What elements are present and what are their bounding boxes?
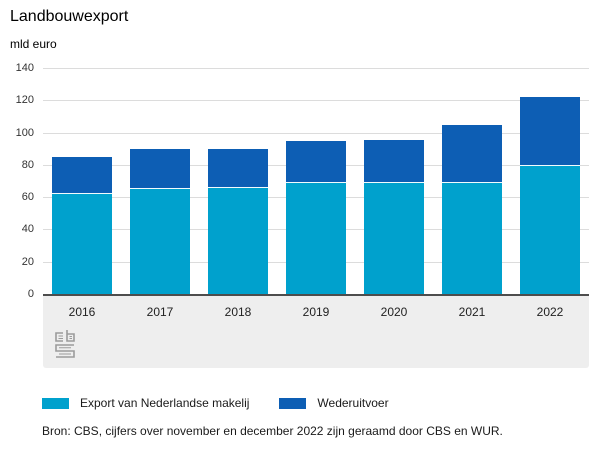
- chart-title: Landbouwexport: [10, 8, 129, 25]
- bar-2020-wederuitvoer: [364, 139, 424, 184]
- bar-2020-makelij: [364, 183, 424, 294]
- y-tick-label-60: 60: [21, 191, 34, 204]
- y-tick-label-140: 140: [15, 62, 34, 74]
- legend-item-makelij: Export van Nederlandse makelij: [42, 396, 249, 410]
- y-tick-label-40: 40: [21, 223, 34, 236]
- x-axis-line: [43, 294, 589, 296]
- legend-item-wederuitvoer: Wederuitvoer: [279, 396, 389, 410]
- gridline-120: [43, 100, 589, 102]
- y-tick-label-120: 120: [15, 94, 34, 107]
- x-tick-label-2018: 2018: [224, 305, 252, 319]
- bar-2018-makelij: [208, 188, 268, 294]
- bar-2016-makelij: [52, 193, 112, 294]
- gridline-100: [43, 132, 589, 134]
- bar-2021-wederuitvoer: [442, 125, 502, 183]
- source-note: Bron: CBS, cijfers over november en dece…: [42, 424, 503, 438]
- legend-swatch-makelij: [42, 397, 69, 409]
- y-axis-unit-label: mld euro: [10, 37, 57, 51]
- bar-2018-wederuitvoer: [208, 148, 268, 189]
- y-tick-label-80: 80: [21, 158, 34, 171]
- bar-2022-wederuitvoer: [520, 97, 580, 166]
- y-tick-label-0: 0: [27, 288, 34, 300]
- legend-label-makelij: Export van Nederlandse makelij: [80, 396, 250, 410]
- bar-2017-wederuitvoer: [130, 148, 190, 190]
- y-tick-label-20: 20: [21, 255, 34, 268]
- x-tick-label-2022: 2022: [536, 305, 564, 319]
- x-tick-label-2021: 2021: [458, 305, 486, 319]
- legend: Export van Nederlandse makelij Wederuitv…: [42, 396, 389, 410]
- x-tick-label-2020: 2020: [380, 305, 408, 319]
- bar-2019-makelij: [286, 182, 346, 294]
- bar-2022-makelij: [520, 165, 580, 294]
- x-tick-label-2017: 2017: [146, 305, 174, 319]
- cbs-logo: [55, 330, 75, 358]
- x-axis-band: 2016 2017 2018 2019 2020 2021 2022: [43, 296, 589, 368]
- plot-area: 0 20 40 60 80 100 120 140: [16, 62, 589, 300]
- bar-2016-wederuitvoer: [52, 156, 112, 194]
- gridline-140: [43, 68, 589, 69]
- bar-2021-makelij: [442, 182, 502, 294]
- legend-label-wederuitvoer: Wederuitvoer: [317, 396, 389, 410]
- x-tick-label-2019: 2019: [302, 305, 330, 319]
- legend-swatch-wederuitvoer: [279, 397, 307, 409]
- y-tick-label-100: 100: [15, 126, 34, 139]
- bar-2017-makelij: [130, 189, 190, 294]
- bar-2019-wederuitvoer: [286, 141, 346, 183]
- x-tick-label-2016: 2016: [68, 305, 96, 319]
